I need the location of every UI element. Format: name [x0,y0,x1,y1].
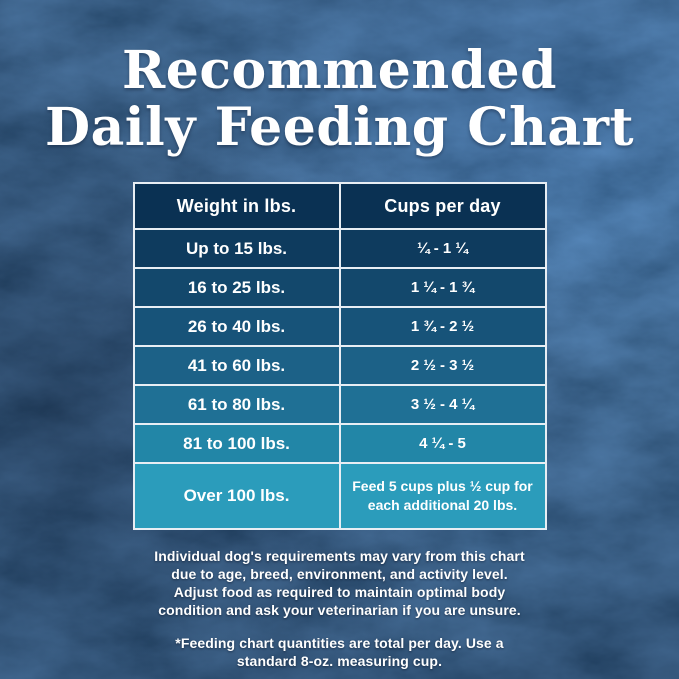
footnote-variation-note: Individual dog's requirements may vary f… [154,548,525,619]
footnote-measuring-cup-note: *Feeding chart quantities are total per … [175,635,504,670]
weight-value: 81 to 100 lbs. [132,423,341,465]
table-header-row: Weight in lbs. Cups per day [132,182,547,231]
page-title: Recommended Daily Feeding Chart [44,40,635,159]
table-row: 61 to 80 lbs. 3 ½ - 4 ¼ [132,384,547,426]
table-row: Up to 15 lbs. ¼ - 1 ¼ [132,228,547,270]
weight-value: 26 to 40 lbs. [132,306,341,348]
cups-value: 1 ¼ - 1 ¾ [338,267,547,309]
weight-value: Up to 15 lbs. [132,228,341,270]
weight-value: 16 to 25 lbs. [132,267,341,309]
cups-value: 1 ¾ - 2 ½ [338,306,547,348]
weight-value: 41 to 60 lbs. [132,345,341,387]
table-row: 26 to 40 lbs. 1 ¾ - 2 ½ [132,306,547,348]
feeding-table-container: Weight in lbs. Cups per day Up to 15 lbs… [132,182,547,531]
table-row: 41 to 60 lbs. 2 ½ - 3 ½ [132,345,547,387]
table-row: 16 to 25 lbs. 1 ¼ - 1 ¾ [132,267,547,309]
cups-value: ¼ - 1 ¼ [338,228,547,270]
weight-value: Over 100 lbs. [132,462,341,531]
cups-value: 2 ½ - 3 ½ [338,345,547,387]
footnotes: Individual dog's requirements may vary f… [0,547,679,670]
table-row: 81 to 100 lbs. 4 ¼ - 5 [132,423,547,465]
feeding-table: Weight in lbs. Cups per day Up to 15 lbs… [132,182,547,531]
column-header-cups: Cups per day [338,182,547,231]
weight-value: 61 to 80 lbs. [132,384,341,426]
table-row: Over 100 lbs. Feed 5 cups plus ½ cup for… [132,462,547,531]
cups-value: 4 ¼ - 5 [338,423,547,465]
cups-value: Feed 5 cups plus ½ cup for each addition… [338,462,547,531]
cups-value: 3 ½ - 4 ¼ [338,384,547,426]
column-header-weight: Weight in lbs. [132,182,341,231]
